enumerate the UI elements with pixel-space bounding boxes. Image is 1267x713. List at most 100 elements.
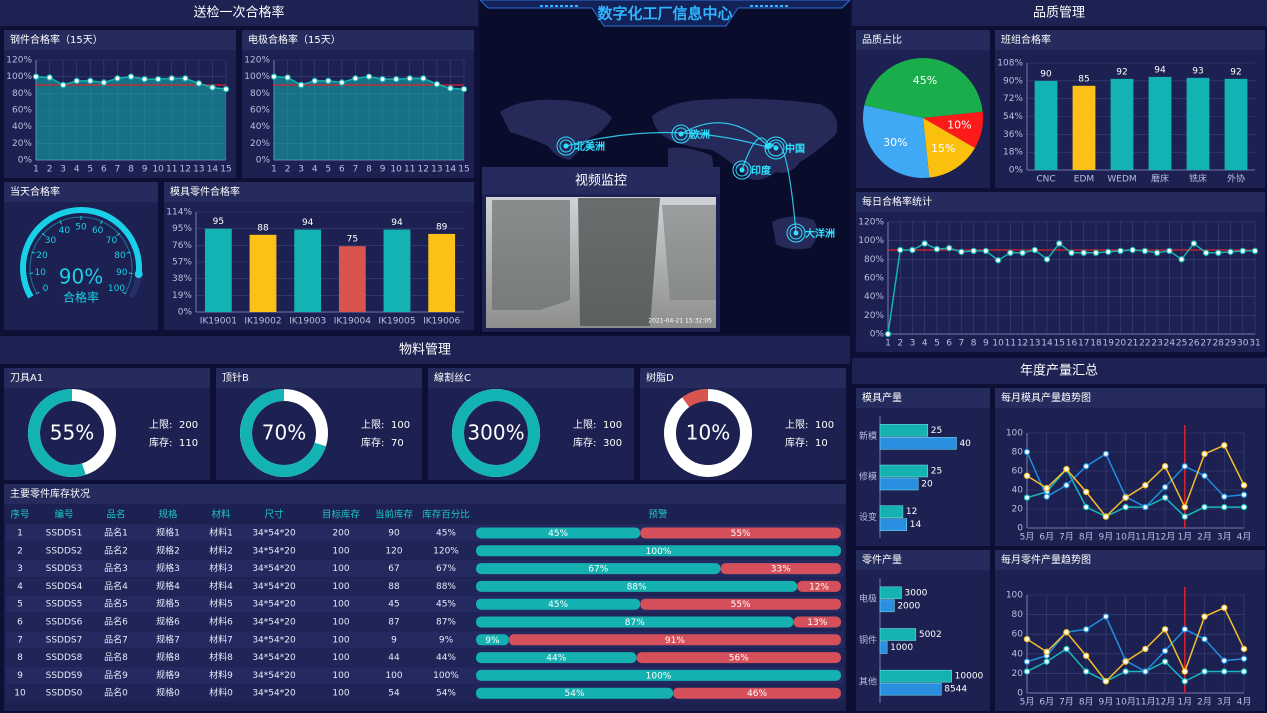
panel-title: 每月模具产量趋势图 — [1001, 391, 1091, 404]
point — [1221, 503, 1228, 511]
x-tick-label: 5月 — [1020, 697, 1035, 708]
table-cell: 9 — [17, 671, 23, 681]
point — [1043, 658, 1050, 665]
x-tick-label: 2月 — [1197, 532, 1212, 543]
table-cell: 100 — [332, 635, 349, 645]
point — [1240, 503, 1248, 511]
y-tick-label: 18% — [1003, 148, 1023, 158]
table-cell: 3 — [17, 564, 23, 574]
x-tick-label: 5 — [87, 165, 93, 175]
x-tick-label: 14 — [1041, 339, 1053, 349]
table-cell: 规格8 — [156, 651, 180, 663]
value-label: 20 — [921, 480, 933, 490]
value-label: 92 — [1116, 67, 1127, 77]
warning-label: 46% — [747, 689, 767, 699]
route — [680, 122, 771, 149]
route — [565, 131, 772, 150]
table-cell: 材料6 — [209, 616, 233, 628]
y-tick-label: 20 — [1012, 505, 1024, 515]
continent — [652, 98, 838, 180]
x-tick-label: 26 — [1188, 339, 1200, 349]
x-tick-label: 1月 — [1177, 532, 1192, 543]
x-tick-label: 30 — [1237, 339, 1249, 349]
point — [1190, 240, 1198, 247]
table-header: 预警 — [648, 509, 668, 521]
y-tick-label: 40 — [1012, 649, 1024, 659]
point — [1161, 483, 1169, 491]
bar — [428, 233, 456, 312]
table-cell: 材料8 — [209, 651, 233, 663]
section-title: 品质管理 — [1033, 6, 1085, 21]
gauge-tick-label: 60 — [92, 226, 104, 236]
x-tick-label: 9月 — [1099, 532, 1114, 543]
warning-segment — [640, 527, 841, 539]
panel-title-bar — [4, 368, 210, 388]
table-cell: 44 — [388, 653, 400, 663]
gauge-tick — [100, 220, 103, 225]
point — [994, 257, 1002, 264]
table-header: 尺寸 — [264, 509, 284, 521]
value-label: 95 — [213, 217, 224, 227]
x-tick-label: 9 — [983, 339, 989, 349]
table-cell: 100 — [332, 600, 349, 610]
bar — [338, 246, 366, 312]
y-tick-label: 新模 — [859, 430, 877, 442]
x-tick-label: 10 — [992, 339, 1004, 349]
x-tick-label: 6月 — [1039, 532, 1054, 543]
building — [492, 200, 570, 310]
location-ring — [764, 136, 788, 160]
gauge-tick — [126, 251, 131, 254]
note-label: 上限: — [785, 419, 808, 431]
table-cell: 34*54*20 — [252, 564, 296, 574]
panel-title: 树脂D — [646, 371, 674, 384]
x-tick-label: 28 — [1213, 339, 1225, 349]
x-tick-label: 29 — [1225, 339, 1237, 349]
point — [1023, 668, 1031, 675]
point — [1181, 678, 1189, 685]
y-tick-label: 20 — [1012, 669, 1024, 679]
warning-label: 45% — [548, 600, 568, 610]
bar — [1186, 77, 1210, 170]
point — [1043, 484, 1050, 492]
gauge-value-label: 90% — [59, 265, 103, 289]
x-tick-label: 9 — [142, 165, 148, 175]
donut-label: 300% — [467, 421, 524, 445]
pie-label: 45% — [913, 74, 937, 87]
note-label: 上限: — [361, 419, 384, 431]
point — [433, 80, 441, 88]
note-label: 库存: — [149, 436, 172, 449]
note-label: 库存: — [573, 436, 596, 449]
point — [1102, 678, 1110, 685]
location-ring — [786, 223, 806, 243]
x-tick-label: 外协 — [1227, 173, 1245, 185]
x-tick-label: 8 — [128, 165, 134, 175]
warning-label: 67% — [588, 565, 608, 575]
table-cell: SSDDS9 — [46, 671, 83, 681]
point — [1166, 247, 1173, 255]
x-tick-label: 12月 — [1155, 697, 1175, 708]
table-cell: SSDDS5 — [46, 600, 83, 610]
x-tick-label: 7月 — [1059, 532, 1074, 543]
gauge-tick-label: 30 — [45, 236, 57, 246]
warning-label: 12% — [809, 582, 829, 592]
point — [1221, 442, 1228, 449]
point — [1023, 448, 1031, 456]
point — [270, 73, 278, 80]
pie-slice — [864, 57, 983, 118]
point — [1102, 513, 1110, 520]
point — [392, 75, 400, 83]
point — [1215, 249, 1222, 256]
warning-segment — [476, 669, 841, 681]
table-cell: 120% — [433, 546, 459, 556]
pie-slice — [863, 105, 930, 178]
panel-title: 每月零件产量趋势图 — [1001, 553, 1091, 566]
x-tick-label: 1 — [271, 165, 277, 175]
x-tick-label: 10 — [390, 165, 402, 175]
table-cell: SSDDS0 — [46, 689, 83, 699]
table-cell: SSDDS7 — [46, 635, 83, 645]
point — [46, 74, 53, 81]
panel-title-bar — [428, 368, 634, 388]
x-tick-label: 22 — [1139, 339, 1150, 349]
table-cell: 100% — [433, 671, 459, 681]
warning-label: 45% — [548, 529, 568, 539]
